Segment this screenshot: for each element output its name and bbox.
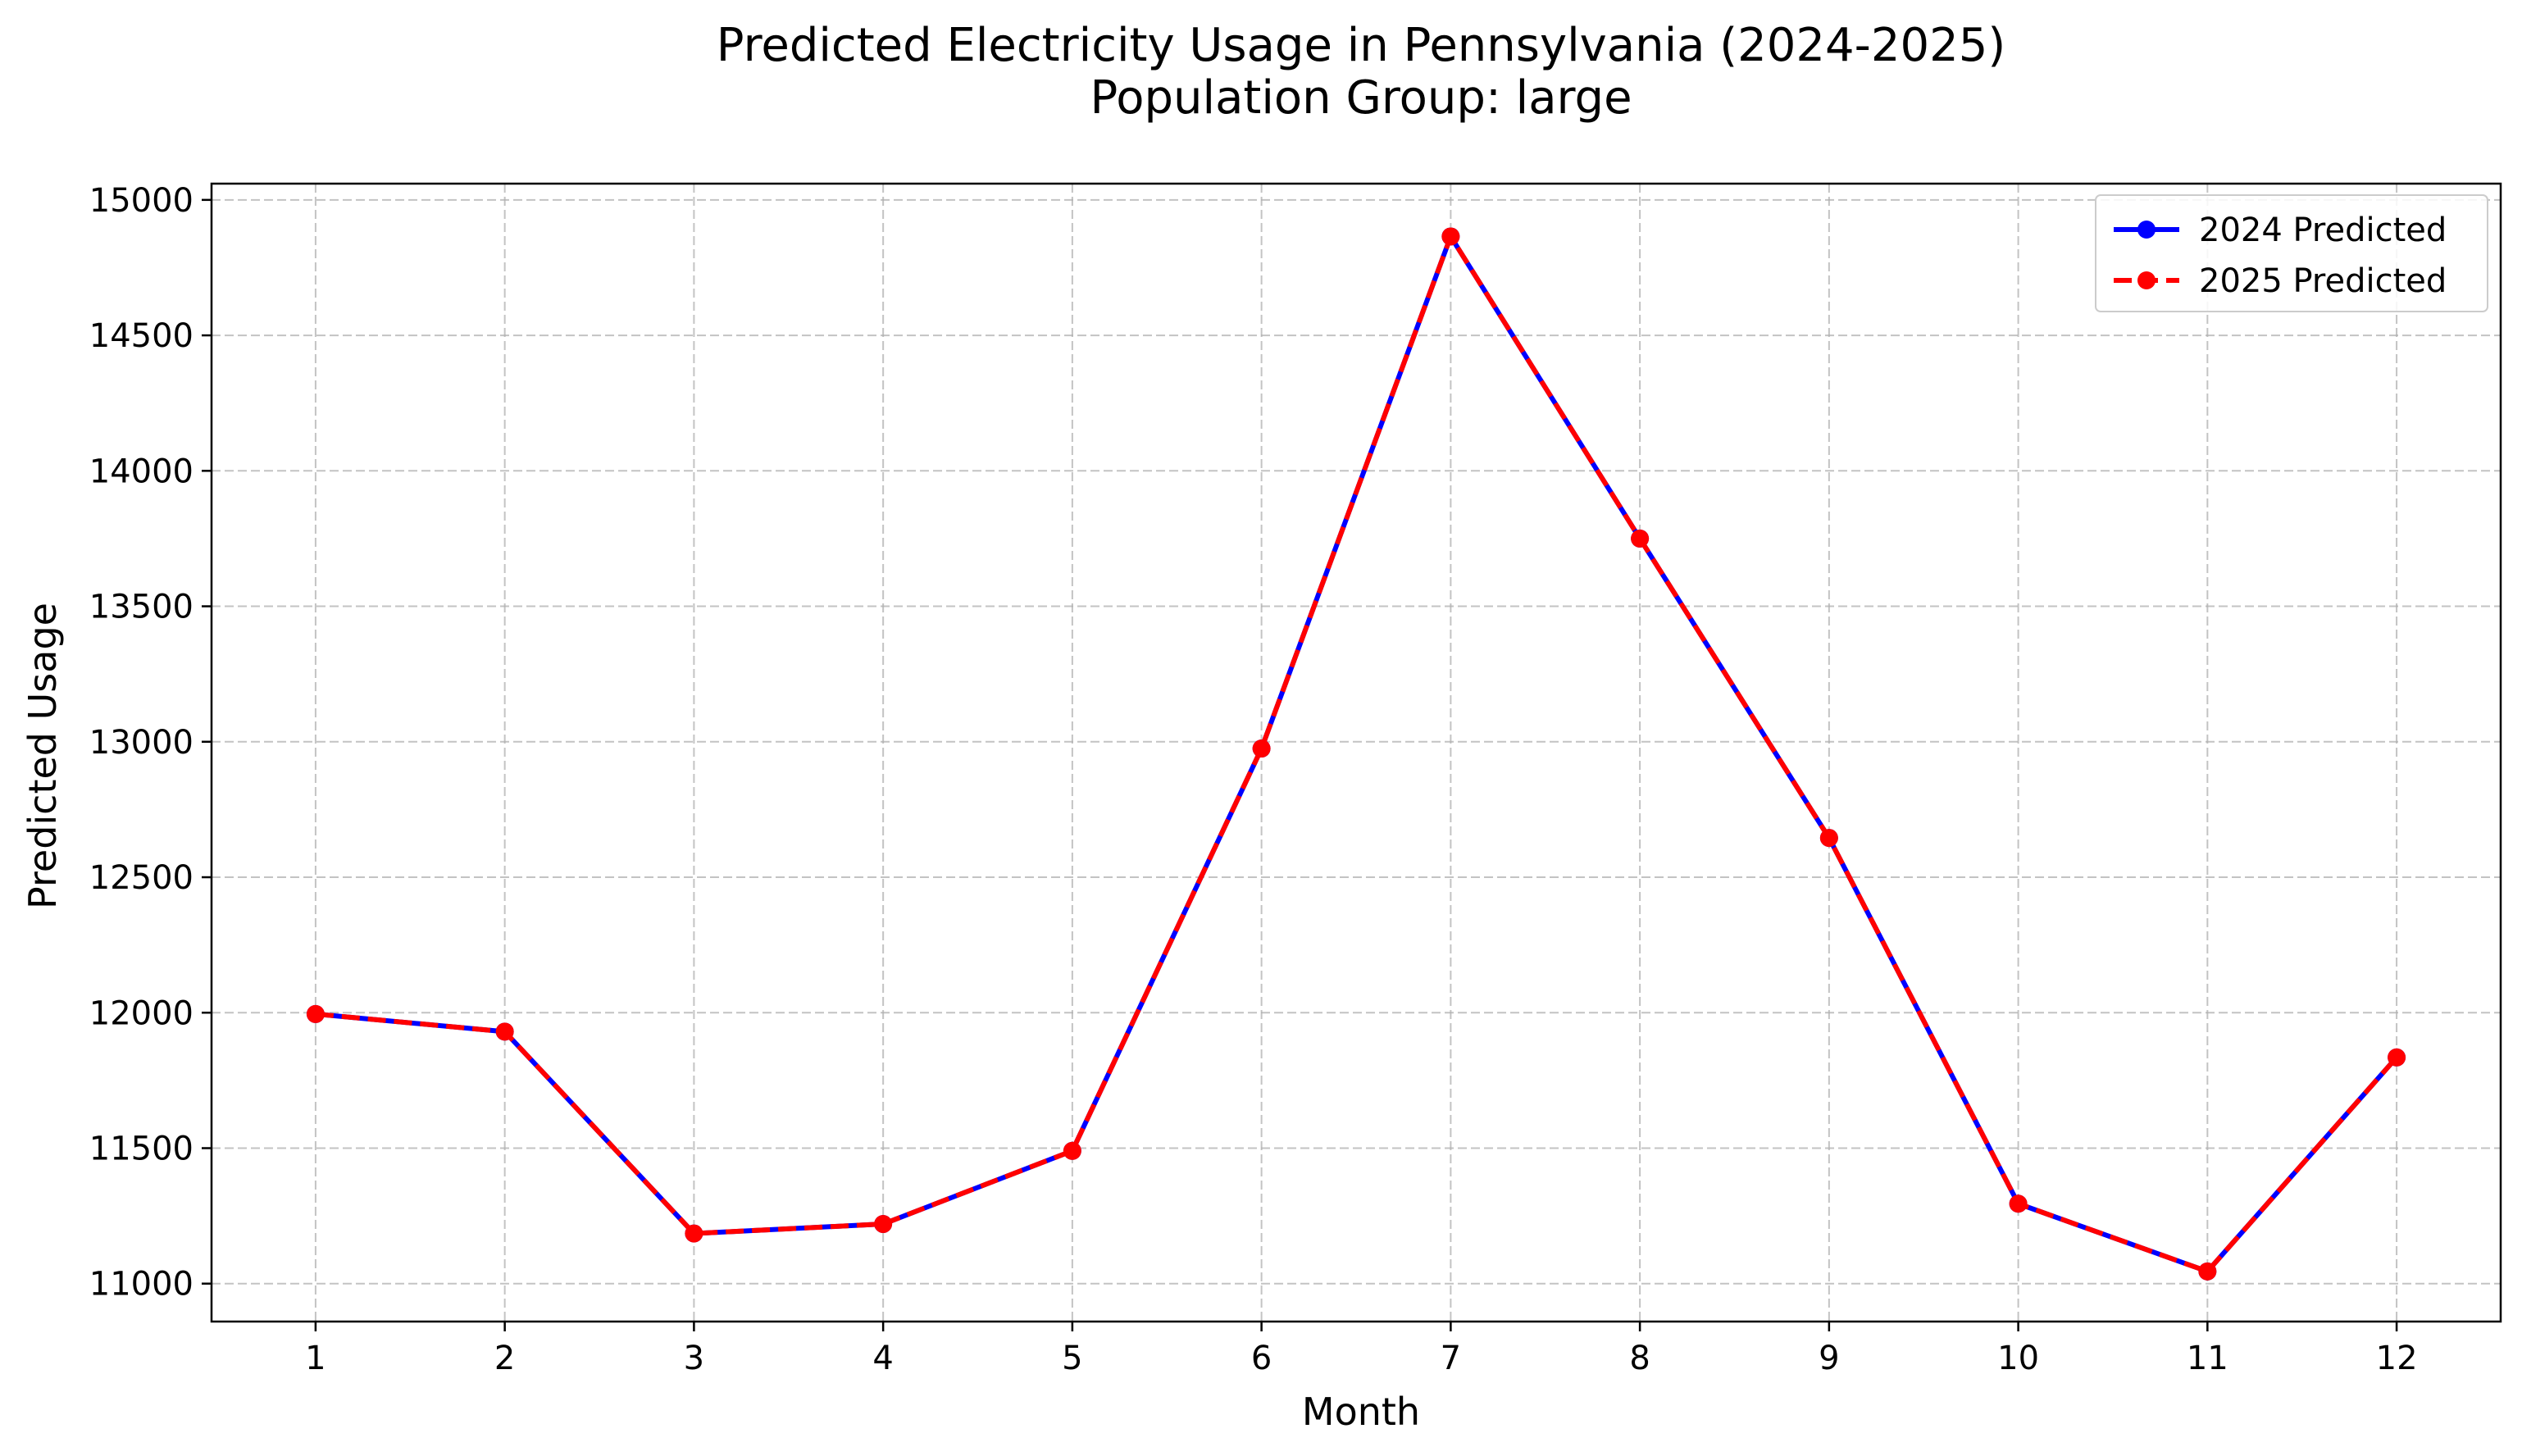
legend-swatch-marker — [2137, 221, 2156, 239]
data-point — [685, 1224, 703, 1243]
y-tick-label: 14000 — [89, 453, 193, 490]
series-layer — [306, 227, 2406, 1281]
data-point — [495, 1022, 514, 1041]
series-line — [315, 234, 2399, 1274]
y-axis-label: Predicted Usage — [20, 603, 65, 909]
x-tick-label: 9 — [1819, 1340, 1839, 1377]
x-tick-label: 2 — [494, 1340, 515, 1377]
data-point — [874, 1215, 893, 1234]
legend-label: 2025 Predicted — [2199, 262, 2447, 300]
x-tick-label: 8 — [1629, 1340, 1650, 1377]
x-tick-label: 12 — [2376, 1340, 2418, 1377]
grid — [212, 184, 2501, 1322]
y-tick-label: 15000 — [89, 182, 193, 220]
data-point — [1063, 1141, 1081, 1160]
data-point — [1252, 739, 1271, 758]
y-tick-label: 11000 — [89, 1266, 193, 1304]
x-tick-label: 5 — [1062, 1340, 1082, 1377]
y-tick-label: 11500 — [89, 1130, 193, 1167]
data-point — [2198, 1262, 2217, 1281]
data-point — [1441, 227, 1460, 246]
x-tick-label: 4 — [872, 1340, 893, 1377]
chart-title-line-2: Population Group: large — [1090, 71, 1632, 125]
y-tick-label: 12000 — [89, 994, 193, 1032]
x-tick-label: 3 — [684, 1340, 704, 1377]
data-point — [306, 1004, 325, 1023]
axes: 1 2 3 4 5 6 7 8 9 10 11 121100011500120001250013000… — [89, 182, 2502, 1377]
legend-box — [2095, 194, 2488, 312]
y-tick-label: 12500 — [89, 859, 193, 897]
plot-frame — [210, 182, 2502, 1323]
data-point — [1631, 529, 1650, 548]
x-tick-label: 7 — [1441, 1340, 1461, 1377]
x-axis-label: Month — [1302, 1390, 1420, 1434]
chart-title-line-1: Predicted Electricity Usage in Pennsylva… — [717, 19, 2005, 72]
x-tick-label: 10 — [1997, 1340, 2039, 1377]
legend-label: 2024 Predicted — [2199, 212, 2447, 249]
data-point — [2009, 1194, 2028, 1213]
x-tick-label: 1 — [305, 1340, 325, 1377]
x-tick-label: 11 — [2187, 1340, 2228, 1377]
x-tick-label: 6 — [1251, 1340, 1272, 1377]
data-point — [2388, 1048, 2406, 1067]
legend-swatch-marker — [2137, 271, 2156, 289]
series-line — [315, 234, 2399, 1274]
data-point — [1819, 829, 1838, 848]
y-tick-label: 14500 — [89, 317, 193, 355]
y-tick-label: 13500 — [89, 589, 193, 626]
y-tick-label: 13000 — [89, 724, 193, 762]
legend: 2024 Predicted 2025 Predicted — [2095, 194, 2488, 312]
chart-title: Predicted Electricity Usage in Pennsylva… — [717, 19, 2005, 125]
